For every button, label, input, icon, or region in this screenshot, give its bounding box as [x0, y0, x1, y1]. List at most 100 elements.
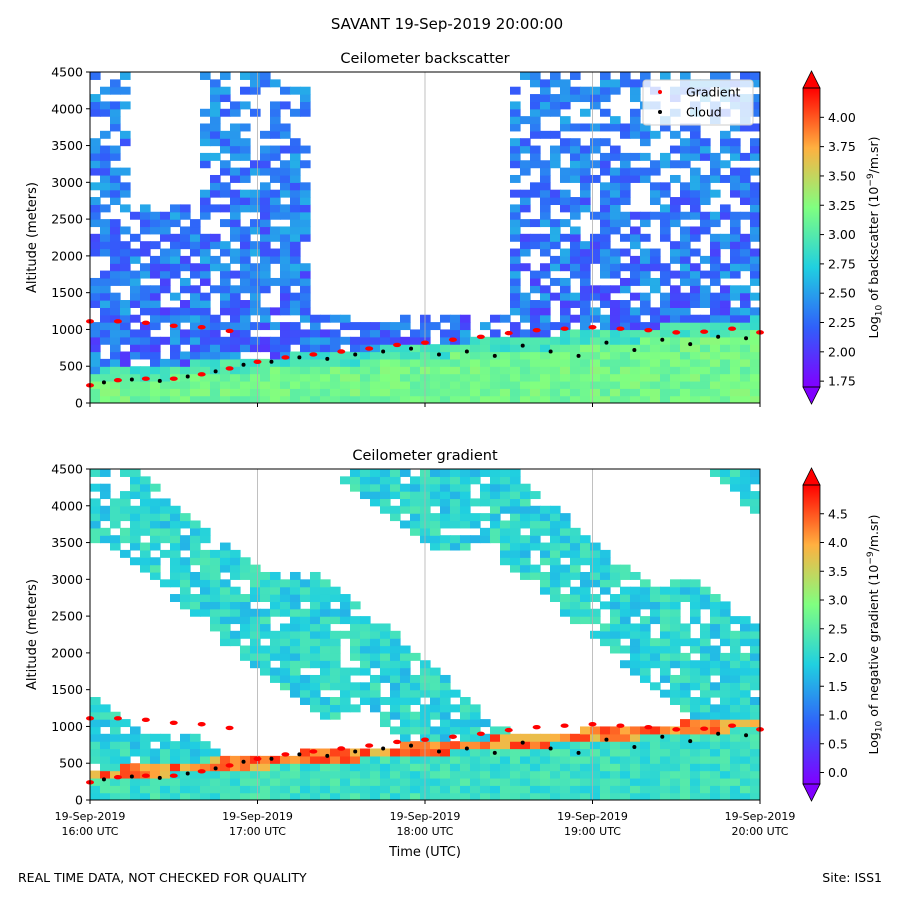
heatmap-cell [230, 145, 241, 154]
heatmap-cell [470, 770, 481, 779]
heatmap-cell [600, 792, 611, 800]
heatmap-cell [750, 336, 760, 345]
heatmap-cell [390, 645, 401, 654]
heatmap-cell [740, 255, 751, 264]
heatmap-cell [390, 483, 401, 492]
heatmap-cell [410, 674, 421, 683]
heatmap-cell [300, 594, 311, 602]
cloud-point [101, 380, 106, 385]
heatmap-cell [630, 660, 641, 669]
heatmap-cell [750, 263, 760, 272]
heatmap-cell [120, 763, 131, 772]
heatmap-cell [240, 241, 251, 250]
heatmap-cell [370, 469, 381, 477]
heatmap-cell [670, 174, 681, 183]
heatmap-cell [300, 373, 311, 382]
heatmap-cell [460, 748, 471, 757]
colorbar-tick-label: 3.00 [828, 227, 856, 242]
heatmap-cell [310, 770, 321, 779]
heatmap-cell [100, 101, 111, 110]
heatmap-cell [590, 770, 601, 779]
heatmap-cell [580, 380, 591, 389]
cloud-point [185, 771, 190, 776]
heatmap-cell [100, 241, 111, 250]
heatmap-cell [530, 219, 541, 228]
heatmap-cell [460, 476, 471, 485]
heatmap-cell [680, 638, 691, 647]
heatmap-cell [630, 601, 641, 610]
heatmap-cell [390, 344, 401, 353]
heatmap-cell [660, 322, 671, 331]
heatmap-cell [110, 101, 121, 110]
heatmap-cell [590, 86, 601, 95]
gradient-point [225, 328, 234, 334]
heatmap-cell [660, 373, 671, 382]
heatmap-cell [440, 329, 451, 338]
heatmap-cell [280, 255, 291, 264]
heatmap-cell [480, 748, 491, 757]
heatmap-cell [150, 380, 161, 389]
heatmap-cell [410, 689, 421, 698]
heatmap-cell [600, 108, 611, 117]
heatmap-cell [530, 233, 541, 242]
heatmap-cell [750, 138, 760, 147]
heatmap-cell [750, 152, 760, 161]
heatmap-cell [430, 674, 441, 683]
heatmap-cell [90, 785, 101, 794]
heatmap-cell [230, 300, 241, 308]
heatmap-cell [750, 189, 760, 198]
heatmap-cell [130, 527, 141, 536]
heatmap-cell [380, 623, 391, 632]
heatmap-cell [150, 292, 161, 301]
heatmap-cell [190, 388, 201, 397]
heatmap-cell [730, 373, 741, 382]
heatmap-cell [740, 336, 751, 345]
heatmap-cell [260, 307, 271, 316]
heatmap-cell [260, 388, 271, 397]
heatmap-cell [350, 755, 361, 764]
heatmap-cell [620, 344, 631, 353]
heatmap-cell [150, 733, 161, 742]
heatmap-cell [130, 336, 141, 345]
heatmap-cell [230, 211, 241, 220]
heatmap-cell [240, 366, 251, 375]
heatmap-cell [560, 204, 571, 213]
heatmap-cell [720, 785, 731, 794]
heatmap-cell [550, 549, 561, 558]
heatmap-cell [340, 314, 351, 323]
heatmap-cell [350, 469, 361, 477]
gradient-point [616, 326, 625, 331]
gradient-point [644, 724, 653, 730]
heatmap-cell [190, 535, 201, 544]
cloud-point [353, 352, 358, 357]
heatmap-cell [230, 586, 241, 595]
heatmap-cell [390, 638, 401, 647]
heatmap-cell [290, 329, 301, 338]
heatmap-cell [630, 174, 641, 183]
heatmap-cell [740, 344, 751, 353]
heatmap-cell [570, 616, 581, 625]
heatmap-cell [700, 255, 711, 264]
heatmap-cell [490, 513, 501, 522]
heatmap-cell [700, 682, 711, 691]
gradient-point [700, 329, 709, 334]
heatmap-cell [720, 770, 731, 779]
colorbar-label-part: of backscatter (10 [866, 187, 881, 305]
cloud-point [325, 753, 330, 758]
heatmap-cell [490, 469, 501, 477]
heatmap-cell [120, 719, 131, 728]
heatmap-cell [510, 189, 521, 198]
heatmap-cell [140, 483, 151, 492]
heatmap-cell [410, 682, 421, 691]
heatmap-cell [90, 211, 101, 220]
heatmap-cell [710, 630, 721, 639]
heatmap-cell [560, 571, 571, 580]
heatmap-cell [130, 395, 141, 403]
heatmap-cell [250, 270, 261, 279]
heatmap-cell [150, 542, 161, 551]
heatmap-cell [680, 373, 691, 382]
heatmap-cell [630, 726, 641, 735]
heatmap-cell [510, 307, 521, 316]
gradient-point [141, 773, 150, 778]
heatmap-cell [110, 152, 121, 161]
